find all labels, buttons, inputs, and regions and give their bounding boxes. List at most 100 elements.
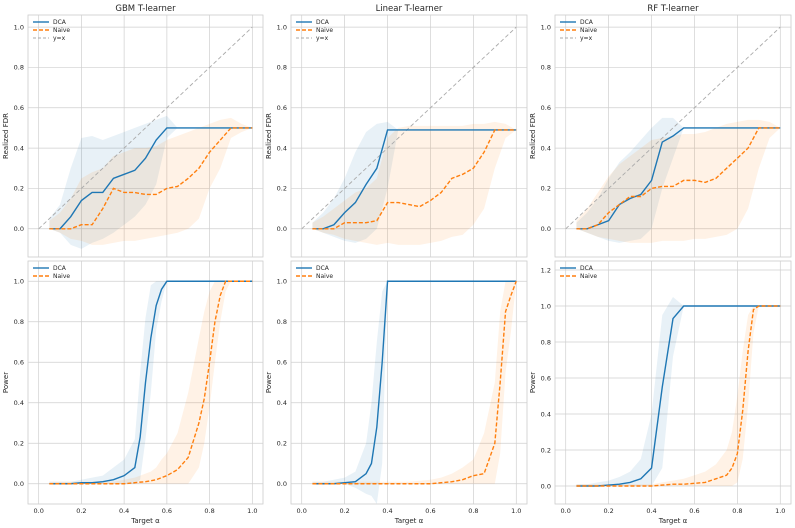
chart-panel-1: 0.0 0.2 0.4 0.6 0.8 1.0 Linear T-learner Realiz…	[265, 4, 528, 258]
naive-series-line	[576, 305, 781, 487]
chart-panel-5: 0.0 0.2 0.4 0.6 0.8 1.0 0.0 0.2 0.4 0.6 0.8 1.0 1.2 T…	[529, 260, 792, 525]
x-axis-label: Target α	[658, 517, 688, 525]
dca-series-line	[49, 127, 253, 230]
naive-confidence-band	[576, 119, 781, 243]
x-tick-label: 0.0	[297, 507, 307, 515]
y-tick-label: 0.0	[277, 480, 287, 488]
legend-label: DCA	[53, 265, 67, 272]
chart-title: Linear T-learner	[376, 4, 443, 14]
x-axis-label: Target α	[394, 517, 424, 525]
y-tick-label: 0.0	[541, 482, 551, 490]
y-tick-label: 0.4	[14, 144, 24, 152]
y-tick-label: 0.6	[14, 104, 24, 112]
legend-label: y=x	[53, 35, 66, 42]
y-tick-label: 0.4	[277, 144, 287, 152]
legend-label: DCA	[316, 19, 330, 26]
chart-panel-3: 0.0 0.2 0.4 0.6 0.8 1.0 0.0 0.2 0.4 0.6 0.8 1.0 Targ…	[2, 260, 264, 525]
y-tick-label: 0.8	[277, 318, 287, 326]
x-tick-label: 0.6	[689, 507, 699, 515]
dca-series-line	[312, 280, 517, 485]
y-tick-label: 0.6	[277, 104, 287, 112]
y-tick-label: 0.8	[541, 64, 551, 72]
identity-line	[301, 26, 517, 230]
x-tick-label: 0.4	[382, 507, 392, 515]
y-tick-label: 0.4	[541, 410, 551, 418]
dca-series-line	[576, 127, 781, 230]
naive-confidence-band	[312, 121, 517, 245]
legend-label: Naive	[316, 273, 333, 280]
y-tick-label: 0.2	[277, 440, 287, 448]
x-tick-label: 1.0	[247, 507, 257, 515]
x-tick-label: 0.2	[339, 507, 349, 515]
y-tick-label: 0.8	[541, 338, 551, 346]
dca-confidence-band	[312, 281, 517, 504]
y-axis-label: Realized FDR	[529, 113, 537, 159]
x-tick-label: 0.6	[162, 507, 172, 515]
x-tick-label: 0.2	[603, 507, 613, 515]
dca-series-line	[576, 305, 781, 487]
y-axis-label: Power	[265, 372, 273, 393]
y-tick-label: 0.4	[541, 144, 551, 152]
y-tick-label: 0.4	[14, 399, 24, 407]
y-tick-label: 0.0	[14, 225, 24, 233]
y-tick-label: 0.2	[14, 440, 24, 448]
naive-confidence-band	[49, 281, 253, 484]
y-tick-label: 0.0	[541, 225, 551, 233]
identity-line	[565, 26, 781, 230]
chart-title: RF T-learner	[647, 4, 699, 14]
x-tick-label: 1.0	[775, 507, 785, 515]
y-tick-label: 1.0	[541, 23, 551, 31]
legend-label: Naive	[53, 27, 70, 34]
dca-series-line	[49, 280, 253, 485]
chart-title: GBM T-learner	[115, 4, 176, 14]
identity-line	[38, 26, 253, 230]
naive-confidence-band	[576, 306, 781, 486]
x-tick-label: 0.4	[646, 507, 656, 515]
legend-label: DCA	[580, 265, 594, 272]
y-tick-label: 0.8	[14, 318, 24, 326]
dca-confidence-band	[49, 115, 253, 249]
y-tick-label: 0.8	[277, 64, 287, 72]
y-tick-label: 1.0	[277, 23, 287, 31]
x-tick-label: 0.0	[34, 507, 44, 515]
legend-label: y=x	[580, 35, 593, 42]
y-tick-label: 0.6	[277, 359, 287, 367]
dca-confidence-band	[312, 121, 517, 243]
dca-confidence-band	[49, 281, 253, 484]
naive-series-line	[312, 129, 517, 230]
y-axis-label: Realized FDR	[2, 113, 10, 159]
naive-series-line	[49, 127, 253, 230]
x-tick-label: 0.4	[119, 507, 129, 515]
legend-label: DCA	[53, 19, 67, 26]
legend-label: Naive	[316, 27, 333, 34]
x-tick-label: 1.0	[511, 507, 521, 515]
x-tick-label: 0.8	[468, 507, 478, 515]
y-tick-label: 0.2	[14, 185, 24, 193]
y-tick-label: 0.2	[541, 446, 551, 454]
y-tick-label: 1.2	[541, 266, 551, 274]
naive-confidence-band	[312, 281, 517, 484]
plot-area	[290, 14, 528, 258]
naive-series-line	[49, 280, 253, 485]
chart-panel-0: 0.0 0.2 0.4 0.6 0.8 1.0 GBM T-learner Realized …	[2, 4, 264, 258]
dca-confidence-band	[576, 117, 781, 243]
y-axis-label: Power	[2, 372, 10, 393]
legend-label: DCA	[316, 265, 330, 272]
y-tick-label: 0.6	[14, 359, 24, 367]
x-tick-label: 0.6	[425, 507, 435, 515]
y-tick-label: 0.6	[541, 104, 551, 112]
x-tick-label: 0.2	[76, 507, 86, 515]
y-tick-label: 0.0	[277, 225, 287, 233]
y-tick-label: 1.0	[541, 302, 551, 310]
y-tick-label: 0.4	[277, 399, 287, 407]
x-axis-label: Target α	[130, 517, 160, 525]
x-tick-label: 0.0	[561, 507, 571, 515]
naive-series-line	[576, 127, 781, 230]
y-tick-label: 0.6	[541, 374, 551, 382]
legend-label: Naive	[580, 273, 597, 280]
plot-area	[554, 260, 792, 505]
y-tick-label: 0.2	[541, 185, 551, 193]
x-tick-label: 0.8	[732, 507, 742, 515]
y-tick-label: 0.8	[14, 64, 24, 72]
dca-series-line	[312, 129, 517, 230]
